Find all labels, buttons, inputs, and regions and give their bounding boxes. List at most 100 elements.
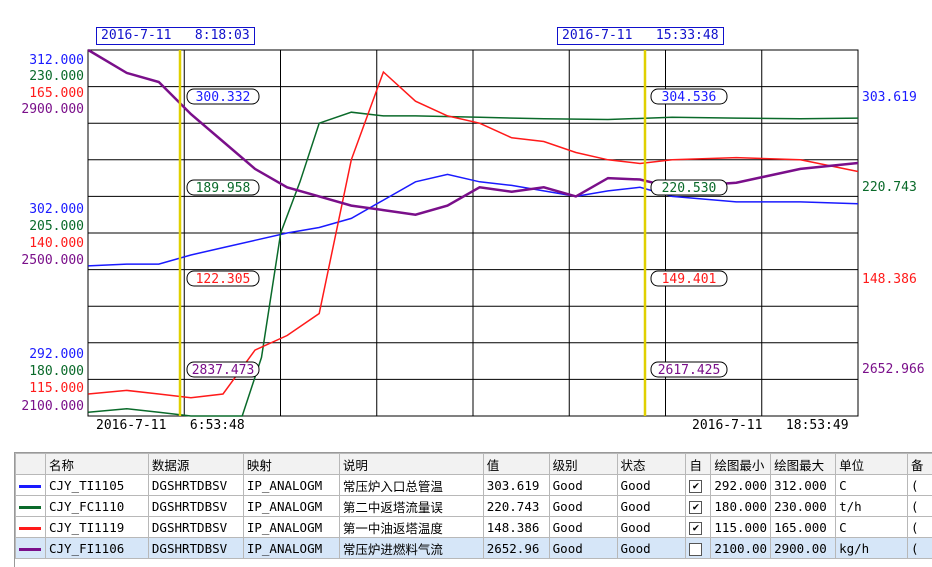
- right-cursor-value-purple: 2617.425: [651, 362, 727, 378]
- tag-list-panel: 名称 数据源 映射 说明 值 级别 状态 自 绘图最小 绘图最大 单位 备 CJ…: [14, 452, 932, 567]
- auto-scale-checkbox[interactable]: ✔: [689, 522, 702, 535]
- svg-text:220.530: 220.530: [662, 181, 717, 196]
- auto-scale-checkbox[interactable]: [689, 543, 702, 556]
- header-name[interactable]: 名称: [45, 454, 148, 475]
- header-status[interactable]: 状态: [617, 454, 686, 475]
- left-cursor-value-green: 189.958: [187, 180, 259, 196]
- x-axis-start-label: 2016-7-11 6:53:48: [96, 418, 245, 433]
- cell-plot-max[interactable]: 230.000: [771, 496, 836, 517]
- cell-unit[interactable]: kg/h: [836, 538, 908, 559]
- cell-level[interactable]: Good: [549, 517, 617, 538]
- cell-extra[interactable]: (: [907, 538, 932, 559]
- header-auto[interactable]: 自: [686, 454, 711, 475]
- y-left-purple-mid: 2500.000: [21, 253, 84, 268]
- header-map[interactable]: 映射: [243, 454, 339, 475]
- header-color: [16, 454, 46, 475]
- y-left-green-bot: 180.000: [29, 364, 84, 379]
- cell-mapping[interactable]: IP_ANALOGM: [243, 517, 339, 538]
- right-value-blue: 303.619: [862, 90, 917, 105]
- series-color-swatch[interactable]: [16, 517, 46, 538]
- cell-plot-max[interactable]: 165.000: [771, 517, 836, 538]
- svg-text:304.536: 304.536: [662, 90, 717, 105]
- auto-scale-checkbox[interactable]: ✔: [689, 501, 702, 514]
- cell-auto-scale[interactable]: [686, 538, 711, 559]
- y-left-green-mid: 205.000: [29, 219, 84, 234]
- cell-status[interactable]: Good: [617, 475, 686, 496]
- cell-plot-min[interactable]: 292.000: [711, 475, 771, 496]
- cell-level[interactable]: Good: [549, 496, 617, 517]
- cell-level[interactable]: Good: [549, 475, 617, 496]
- cell-plot-min[interactable]: 2100.00: [711, 538, 771, 559]
- cell-description[interactable]: 常压炉入口总管温: [339, 475, 483, 496]
- cell-extra[interactable]: (: [907, 475, 932, 496]
- cell-value[interactable]: 303.619: [483, 475, 549, 496]
- cell-tag-name[interactable]: CJY_FC1110: [45, 496, 148, 517]
- header-value[interactable]: 值: [483, 454, 549, 475]
- header-source[interactable]: 数据源: [148, 454, 243, 475]
- cell-data-source[interactable]: DGSHRTDBSV: [148, 517, 243, 538]
- right-cursor-value-red: 149.401: [651, 271, 727, 287]
- auto-scale-checkbox[interactable]: ✔: [689, 480, 702, 493]
- cell-extra[interactable]: (: [907, 517, 932, 538]
- cell-value[interactable]: 220.743: [483, 496, 549, 517]
- cell-auto-scale[interactable]: ✔: [686, 517, 711, 538]
- right-cursor-time[interactable]: 2016-7-11 15:33:48: [557, 27, 724, 45]
- cell-data-source[interactable]: DGSHRTDBSV: [148, 475, 243, 496]
- svg-text:2837.473: 2837.473: [192, 363, 255, 378]
- cell-auto-scale[interactable]: ✔: [686, 496, 711, 517]
- cell-status[interactable]: Good: [617, 517, 686, 538]
- color-line-icon: [19, 527, 41, 530]
- header-desc[interactable]: 说明: [339, 454, 483, 475]
- cell-level[interactable]: Good: [549, 538, 617, 559]
- cell-status[interactable]: Good: [617, 538, 686, 559]
- series-color-swatch[interactable]: [16, 475, 46, 496]
- cell-auto-scale[interactable]: ✔: [686, 475, 711, 496]
- y-left-blue-top: 312.000: [29, 53, 84, 68]
- svg-text:122.305: 122.305: [196, 272, 251, 287]
- cell-data-source[interactable]: DGSHRTDBSV: [148, 538, 243, 559]
- svg-text:2617.425: 2617.425: [658, 363, 721, 378]
- cell-tag-name[interactable]: CJY_TI1105: [45, 475, 148, 496]
- cell-tag-name[interactable]: CJY_TI1119: [45, 517, 148, 538]
- cell-mapping[interactable]: IP_ANALOGM: [243, 538, 339, 559]
- header-plot-min[interactable]: 绘图最小: [711, 454, 771, 475]
- header-level[interactable]: 级别: [549, 454, 617, 475]
- y-left-red-mid: 140.000: [29, 236, 84, 251]
- cell-extra[interactable]: (: [907, 496, 932, 517]
- series-color-swatch[interactable]: [16, 496, 46, 517]
- cell-unit[interactable]: C: [836, 517, 908, 538]
- header-extra[interactable]: 备: [907, 454, 932, 475]
- svg-text:149.401: 149.401: [662, 272, 717, 287]
- cell-unit[interactable]: C: [836, 475, 908, 496]
- cell-description[interactable]: 常压炉进燃料气流: [339, 538, 483, 559]
- right-value-green: 220.743: [862, 180, 917, 195]
- color-line-icon: [19, 485, 41, 488]
- cell-description[interactable]: 第一中油返塔温度: [339, 517, 483, 538]
- cell-tag-name[interactable]: CJY_FI1106: [45, 538, 148, 559]
- cell-plot-min[interactable]: 180.000: [711, 496, 771, 517]
- cell-plot-max[interactable]: 312.000: [771, 475, 836, 496]
- cell-plot-min[interactable]: 115.000: [711, 517, 771, 538]
- cell-status[interactable]: Good: [617, 496, 686, 517]
- cell-unit[interactable]: t/h: [836, 496, 908, 517]
- cell-description[interactable]: 第二中返塔流量误: [339, 496, 483, 517]
- header-plot-max[interactable]: 绘图最大: [771, 454, 836, 475]
- table-header-row: 名称 数据源 映射 说明 值 级别 状态 自 绘图最小 绘图最大 单位 备: [16, 454, 932, 475]
- y-left-green-top: 230.000: [29, 69, 84, 84]
- series-color-swatch[interactable]: [16, 538, 46, 559]
- cell-data-source[interactable]: DGSHRTDBSV: [148, 496, 243, 517]
- right-cursor-value-green: 220.530: [651, 180, 727, 196]
- cell-value[interactable]: 148.386: [483, 517, 549, 538]
- cell-mapping[interactable]: IP_ANALOGM: [243, 475, 339, 496]
- header-unit[interactable]: 单位: [836, 454, 908, 475]
- trend-chart[interactable]: 312.000 230.000 165.000 2900.000 302.000…: [0, 0, 932, 440]
- cell-plot-max[interactable]: 2900.00: [771, 538, 836, 559]
- y-left-purple-top: 2900.000: [21, 102, 84, 117]
- cell-value[interactable]: 2652.96: [483, 538, 549, 559]
- cell-mapping[interactable]: IP_ANALOGM: [243, 496, 339, 517]
- left-cursor-time[interactable]: 2016-7-11 8:18:03: [96, 27, 255, 45]
